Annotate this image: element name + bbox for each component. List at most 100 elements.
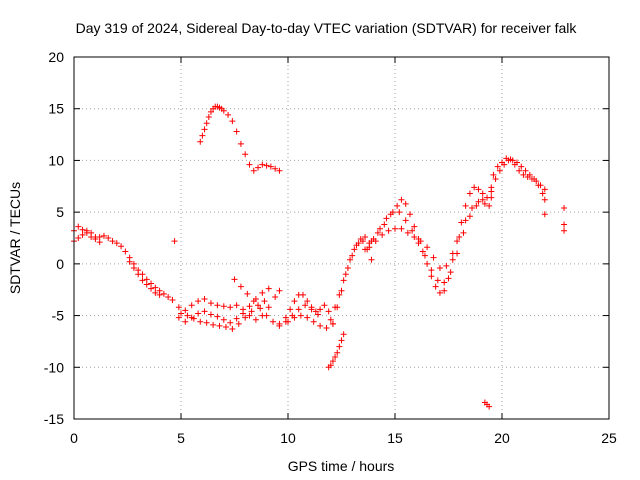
data-point [233,302,240,309]
data-point [368,256,375,263]
series-track-night-b [490,155,548,193]
data-point [503,155,510,162]
data-point [83,227,90,234]
data-point [79,231,86,238]
data-point [327,362,334,369]
data-point [436,289,443,296]
data-point [100,232,107,239]
data-point [267,163,274,170]
data-point [291,298,298,305]
data-point [415,240,422,247]
data-point [541,211,548,218]
data-point [430,254,437,261]
series-track-midday-c [178,298,268,333]
data-point [541,186,548,193]
data-point [428,273,435,280]
data-point [214,313,221,320]
y-tick-label: 10 [48,152,64,168]
data-point [246,303,253,310]
data-point [231,276,238,283]
y-axis-label: SDTVAR / TECUs [7,182,23,294]
series-track-early-morning-b [71,227,163,298]
series-track-evening-a [362,184,495,296]
data-point [244,290,251,297]
data-point [265,285,272,292]
data-point [516,167,523,174]
data-point [332,353,339,360]
x-tick-label: 5 [177,430,185,446]
data-point [329,358,336,365]
data-point [250,167,257,174]
x-tick-label: 25 [601,430,617,446]
data-point [475,198,482,205]
data-point [143,281,150,288]
data-point [113,240,120,247]
data-point [233,315,240,322]
data-point [237,283,244,290]
series-track-midday-b [175,285,272,326]
data-point [182,318,189,325]
data-point [473,202,480,209]
data-point [148,285,155,292]
data-point [227,319,234,326]
data-point [169,297,176,304]
series-track-afternoon-c [332,233,373,311]
data-point [402,200,409,207]
data-point [374,229,381,236]
data-point [276,167,283,174]
data-point [528,176,535,183]
data-point [329,320,336,327]
data-point [449,256,456,263]
data-point [460,229,467,236]
series-track-morning-hump [197,103,283,174]
data-point [488,194,495,201]
data-point [165,293,172,300]
data-point [406,211,413,218]
series-track-dip [325,331,347,371]
data-point [235,320,242,327]
data-point [203,319,210,326]
data-point [481,200,488,207]
series-track-isolated [171,238,178,245]
data-point [257,305,264,312]
data-point [214,302,221,309]
data-point [148,280,155,287]
data-point [441,287,448,294]
y-tick-label: -5 [52,308,65,324]
data-point [272,293,279,300]
data-point [486,403,493,410]
data-point [419,248,426,255]
data-point [475,186,482,193]
data-point [242,314,249,321]
data-point [225,111,232,118]
data-point [246,161,253,168]
series-track-low [481,399,493,410]
data-point [342,271,349,278]
data-point [276,287,283,294]
data-point [282,314,289,321]
data-point [295,306,302,313]
data-point [351,246,358,253]
data-point [143,276,150,283]
data-point [488,184,495,191]
data-point [353,242,360,249]
data-point [334,349,341,356]
data-point [469,205,476,212]
data-point [338,337,345,344]
data-point [265,304,272,311]
data-point [220,303,227,310]
data-point [398,225,405,232]
data-point [496,167,503,174]
data-point [336,291,343,298]
data-point [285,318,291,325]
data-point [385,227,392,234]
data-point [205,113,212,120]
data-point [310,318,317,325]
data-point [458,219,465,226]
data-point [160,290,167,297]
data-point [263,162,270,169]
data-point [454,250,461,257]
data-point [394,202,401,209]
data-point [537,182,544,189]
data-point [75,223,82,230]
